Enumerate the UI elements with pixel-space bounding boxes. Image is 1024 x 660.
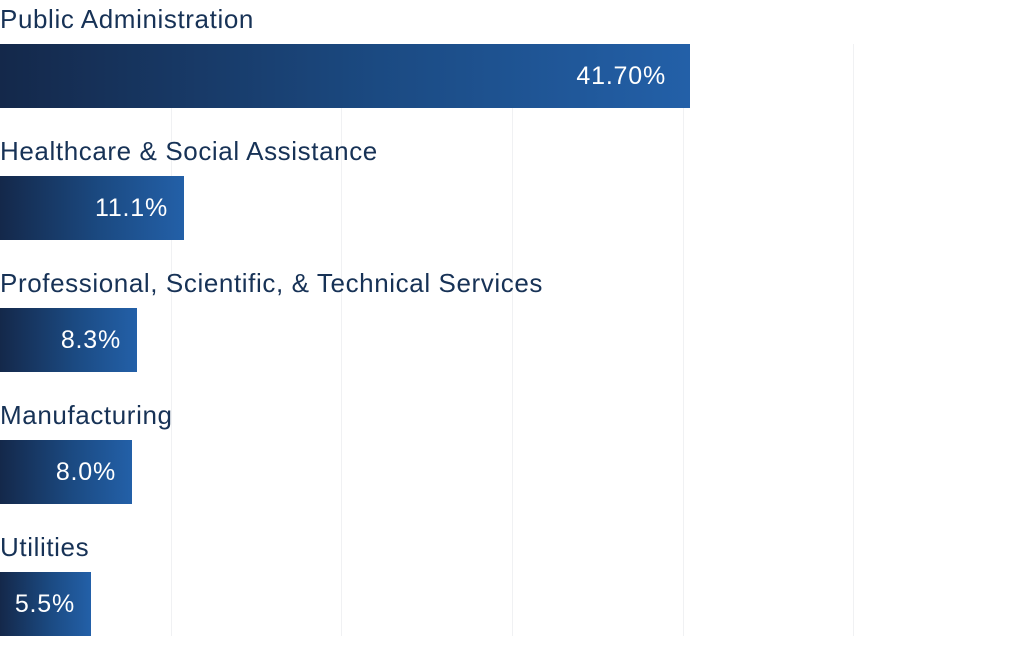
category-label: Professional, Scientific, & Technical Se… xyxy=(0,268,544,298)
category-label: Manufacturing xyxy=(0,400,173,430)
bar: 41.70% xyxy=(0,44,690,108)
grid-line xyxy=(853,44,854,636)
bar: 8.3% xyxy=(0,308,137,372)
bar-row: Public Administration 41.70% xyxy=(0,0,1024,132)
category-label: Public Administration xyxy=(0,4,254,34)
bar-value-label: 8.3% xyxy=(60,326,121,354)
bar-row: Healthcare & Social Assistance 11.1% xyxy=(0,132,1024,264)
grid-line xyxy=(341,44,342,636)
bar: 5.5% xyxy=(0,572,91,636)
category-label: Healthcare & Social Assistance xyxy=(0,136,378,166)
grid-line xyxy=(683,44,684,636)
bar-value-label: 11.1% xyxy=(94,194,168,222)
bar-row: Utilities 5.5% xyxy=(0,528,1024,660)
grid-line xyxy=(512,44,513,636)
bar-value-label: 41.70% xyxy=(576,62,666,90)
bar: 11.1% xyxy=(0,176,184,240)
grid-line xyxy=(171,44,172,636)
bar-row: Manufacturing 8.0% xyxy=(0,396,1024,528)
bar: 8.0% xyxy=(0,440,132,504)
bar-value-label: 8.0% xyxy=(55,458,116,486)
bar-value-label: 5.5% xyxy=(14,590,75,618)
horizontal-bar-chart: Public Administration 41.70% Healthcare & … xyxy=(0,0,1024,636)
bar-row: Professional, Scientific, & Technical Se… xyxy=(0,264,1024,396)
category-label: Utilities xyxy=(0,532,90,562)
